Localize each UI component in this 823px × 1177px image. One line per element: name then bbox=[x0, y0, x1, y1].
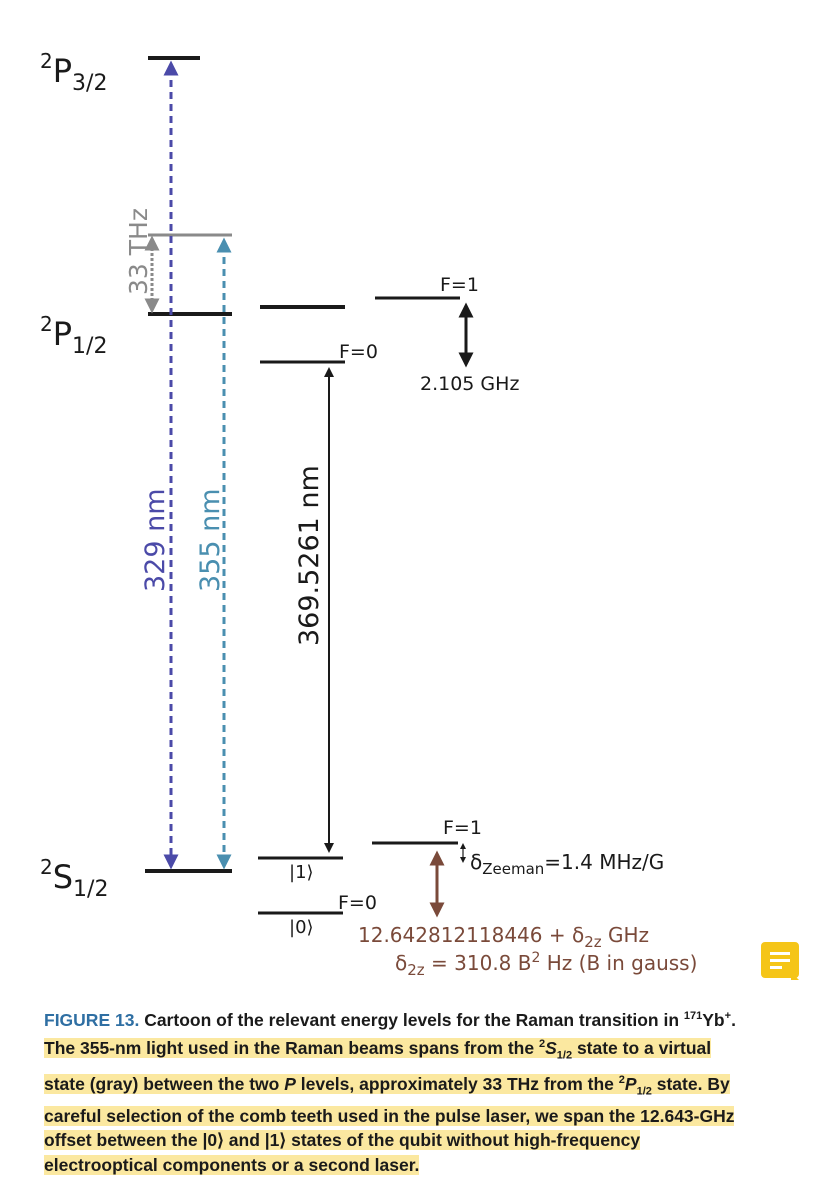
label-329nm: 329 nm bbox=[140, 488, 171, 592]
level-label-s12: 2S1/2 bbox=[40, 855, 108, 902]
comment-note-icon[interactable] bbox=[761, 942, 799, 980]
label-ket0: |0⟩ bbox=[289, 917, 314, 938]
label-d2z-formula: δ2z = 310.8 B2 Hz (B in gauss) bbox=[395, 950, 697, 979]
label-p-splitting: 2.105 GHz bbox=[420, 373, 519, 395]
label-p-f1: F=1 bbox=[440, 274, 479, 296]
label-s-f1: F=1 bbox=[443, 817, 482, 839]
label-zeeman: δZeeman=1.4 MHz/G bbox=[470, 850, 664, 878]
figure-caption: FIGURE 13. Cartoon of the relevant energ… bbox=[44, 1009, 736, 1175]
figure-label: FIGURE 13. bbox=[44, 1009, 140, 1030]
label-355nm: 355 nm bbox=[195, 488, 226, 592]
label-369nm: 369.5261 nm bbox=[294, 465, 325, 646]
caption-highlight[interactable]: The 355-nm light used in the Raman beams… bbox=[44, 1038, 735, 1175]
label-ket1: |1⟩ bbox=[289, 862, 314, 883]
label-p-f0: F=0 bbox=[339, 341, 378, 363]
energy-level-diagram: 2P3/2 2P1/2 2S1/2 33 THz 329 nm 355 nm 3… bbox=[40, 49, 697, 979]
label-hyperfine-value: 12.642812118446 + δ2z GHz bbox=[358, 923, 649, 951]
level-label-p32: 2P3/2 bbox=[40, 49, 107, 96]
label-s-f0: F=0 bbox=[338, 892, 377, 914]
label-33thz: 33 THz bbox=[124, 208, 153, 295]
level-label-p12: 2P1/2 bbox=[40, 312, 107, 359]
